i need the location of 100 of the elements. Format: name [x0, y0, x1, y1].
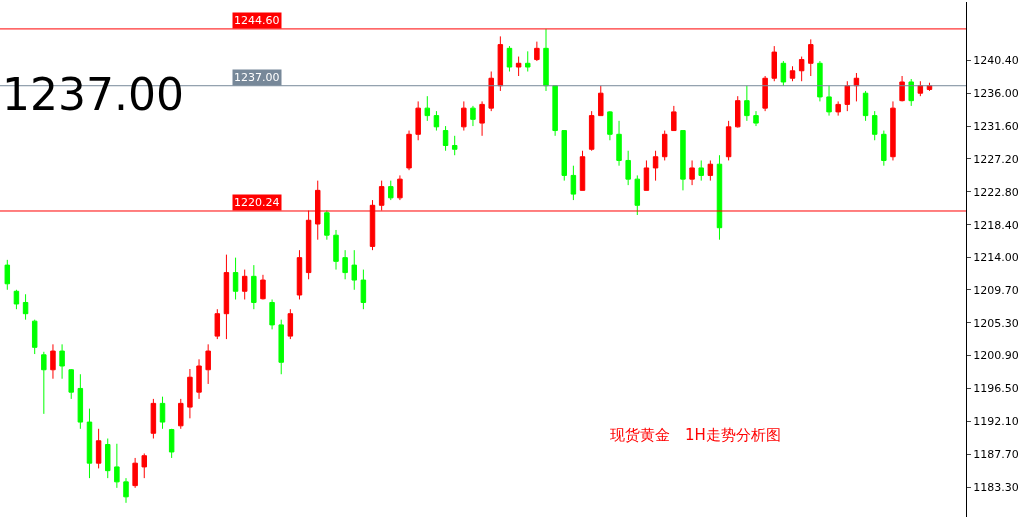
- candlestick: [77, 373, 84, 430]
- candlestick: [798, 56, 805, 82]
- candlestick: [333, 229, 339, 271]
- candlestick: [406, 130, 412, 171]
- candlestick: [241, 269, 248, 300]
- candlestick: [661, 130, 668, 161]
- candlestick: [59, 343, 65, 380]
- candlestick: [105, 438, 111, 479]
- candlestick: [141, 452, 147, 479]
- candlestick: [515, 56, 522, 77]
- candlestick: [643, 159, 650, 191]
- candlestick: [278, 319, 284, 375]
- candlestick: [771, 45, 777, 82]
- candlestick: [625, 150, 631, 186]
- candlestick: [68, 368, 74, 400]
- y-tick-label: 1236.00: [973, 87, 1019, 101]
- ref-line-label: 1237.00: [234, 71, 280, 84]
- candlestick: [196, 358, 202, 400]
- candlestick: [150, 398, 157, 440]
- candlestick: [168, 428, 175, 459]
- candlestick: [789, 65, 796, 82]
- candlestick: [917, 80, 924, 97]
- candlestick: [397, 174, 403, 201]
- candlestick: [808, 38, 814, 77]
- candlestick: [652, 150, 659, 182]
- candlestick: [671, 105, 677, 132]
- y-tick-label: 1187.70: [973, 448, 1019, 462]
- y-tick-label: 1205.30: [973, 316, 1019, 330]
- candlestick: [488, 71, 494, 112]
- candlestick: [862, 90, 869, 122]
- candlestick: [351, 249, 357, 291]
- candlestick: [123, 477, 129, 504]
- candlestick: [881, 130, 887, 167]
- annotation: 1237.00: [2, 69, 184, 120]
- y-tick-label: 1183.30: [973, 480, 1019, 494]
- candlestick: [424, 95, 431, 122]
- candlestick: [41, 351, 47, 415]
- candlestick: [579, 150, 586, 191]
- candlestick: [223, 254, 230, 340]
- candlestick: [826, 85, 832, 117]
- candlestick: [461, 100, 467, 132]
- y-tick-label: 1240.40: [973, 54, 1019, 68]
- candlestick: [634, 174, 641, 216]
- candlestick: [287, 308, 294, 340]
- candlestick: [232, 257, 239, 300]
- candlestick: [543, 28, 549, 92]
- y-tick-label: 1227.20: [973, 152, 1019, 166]
- candlestick: [433, 110, 440, 132]
- candlestick: [680, 130, 686, 191]
- candlestick: [497, 35, 504, 92]
- candlestick: [725, 120, 732, 161]
- y-tick-label: 1231.60: [973, 119, 1019, 133]
- candlestick: [570, 165, 577, 201]
- candlestick: [853, 72, 860, 102]
- candlestick: [817, 60, 823, 102]
- candlestick: [132, 457, 138, 489]
- candlestick: [525, 50, 531, 73]
- candlestick: [31, 319, 38, 355]
- annotation: 现货黄金 1H走势分析图: [610, 426, 781, 444]
- candlestick: [698, 159, 704, 182]
- y-tick-label: 1222.80: [973, 185, 1019, 199]
- candlestick: [735, 95, 741, 129]
- candlestick: [296, 249, 303, 300]
- candlestick: [159, 396, 166, 430]
- candlestick: [205, 343, 211, 385]
- y-tick-label: 1214.00: [973, 251, 1019, 265]
- ref-line-label: 1244.60: [234, 14, 280, 27]
- candlestick: [470, 105, 476, 127]
- candlestick: [780, 60, 787, 87]
- candlestick: [899, 75, 905, 102]
- candlestick: [616, 120, 622, 167]
- ref-line-label: 1220.24: [234, 196, 280, 209]
- candlestick: [588, 110, 595, 152]
- candlestick: [360, 269, 367, 310]
- candlestick: [908, 78, 914, 107]
- y-tick-label: 1192.10: [973, 415, 1019, 429]
- candlestick: [324, 210, 330, 241]
- candlestick: [415, 100, 421, 141]
- y-tick-label: 1200.90: [973, 349, 1019, 363]
- candlestick: [342, 249, 348, 280]
- candlestick: [4, 259, 11, 291]
- candlestick: [871, 110, 878, 141]
- candlestick: [762, 75, 768, 112]
- candlestick: [506, 45, 513, 73]
- candlestick: [187, 368, 193, 419]
- candlestick: [178, 398, 184, 430]
- candlestick: [707, 159, 714, 182]
- y-tick-label: 1196.50: [973, 382, 1019, 396]
- candlestick: [552, 85, 558, 137]
- candlestick: [744, 85, 750, 122]
- candlestick: [114, 443, 120, 489]
- candlestick: [388, 180, 394, 201]
- candlestick: [50, 343, 56, 380]
- candlestick: [607, 110, 613, 141]
- candlestick: [214, 308, 221, 340]
- candlestick: [534, 41, 540, 62]
- y-tick-label: 1218.40: [973, 218, 1019, 232]
- candlestick: [753, 110, 759, 127]
- candlestick: [689, 159, 695, 186]
- candlestick: [598, 85, 604, 117]
